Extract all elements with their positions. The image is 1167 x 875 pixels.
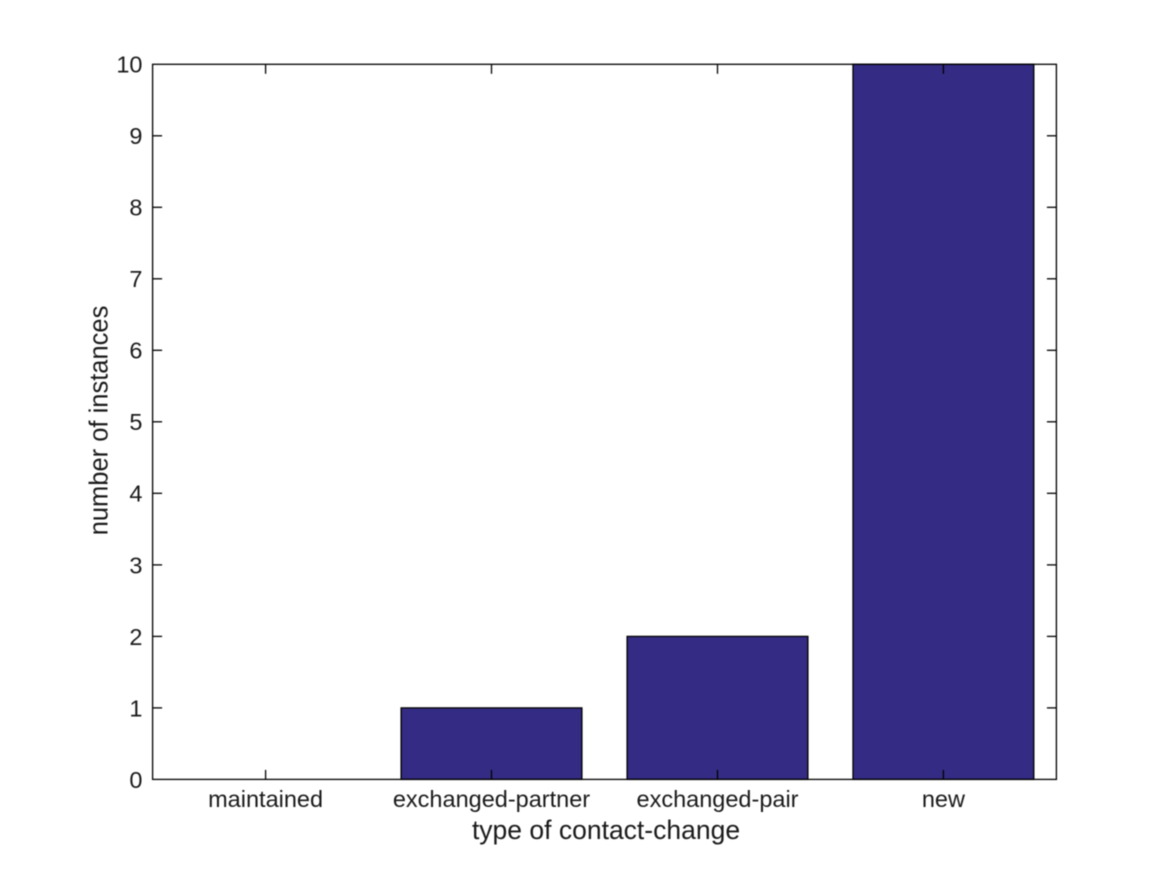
svg-text:type of contact-change: type of contact-change [472,815,740,845]
svg-text:8: 8 [129,195,142,221]
svg-text:5: 5 [129,409,142,435]
svg-text:exchanged-pair: exchanged-pair [637,786,799,812]
svg-text:exchanged-partner: exchanged-partner [393,786,590,812]
svg-text:0: 0 [129,767,142,793]
svg-text:9: 9 [129,123,142,149]
svg-text:10: 10 [116,52,142,78]
svg-text:number of instances: number of instances [85,306,113,536]
svg-text:maintained: maintained [208,786,323,812]
svg-text:7: 7 [129,266,142,292]
svg-text:6: 6 [129,338,142,364]
svg-text:4: 4 [129,481,142,507]
svg-text:2: 2 [129,624,142,650]
svg-text:1: 1 [129,695,142,721]
svg-text:new: new [922,786,966,812]
svg-text:3: 3 [129,552,142,578]
